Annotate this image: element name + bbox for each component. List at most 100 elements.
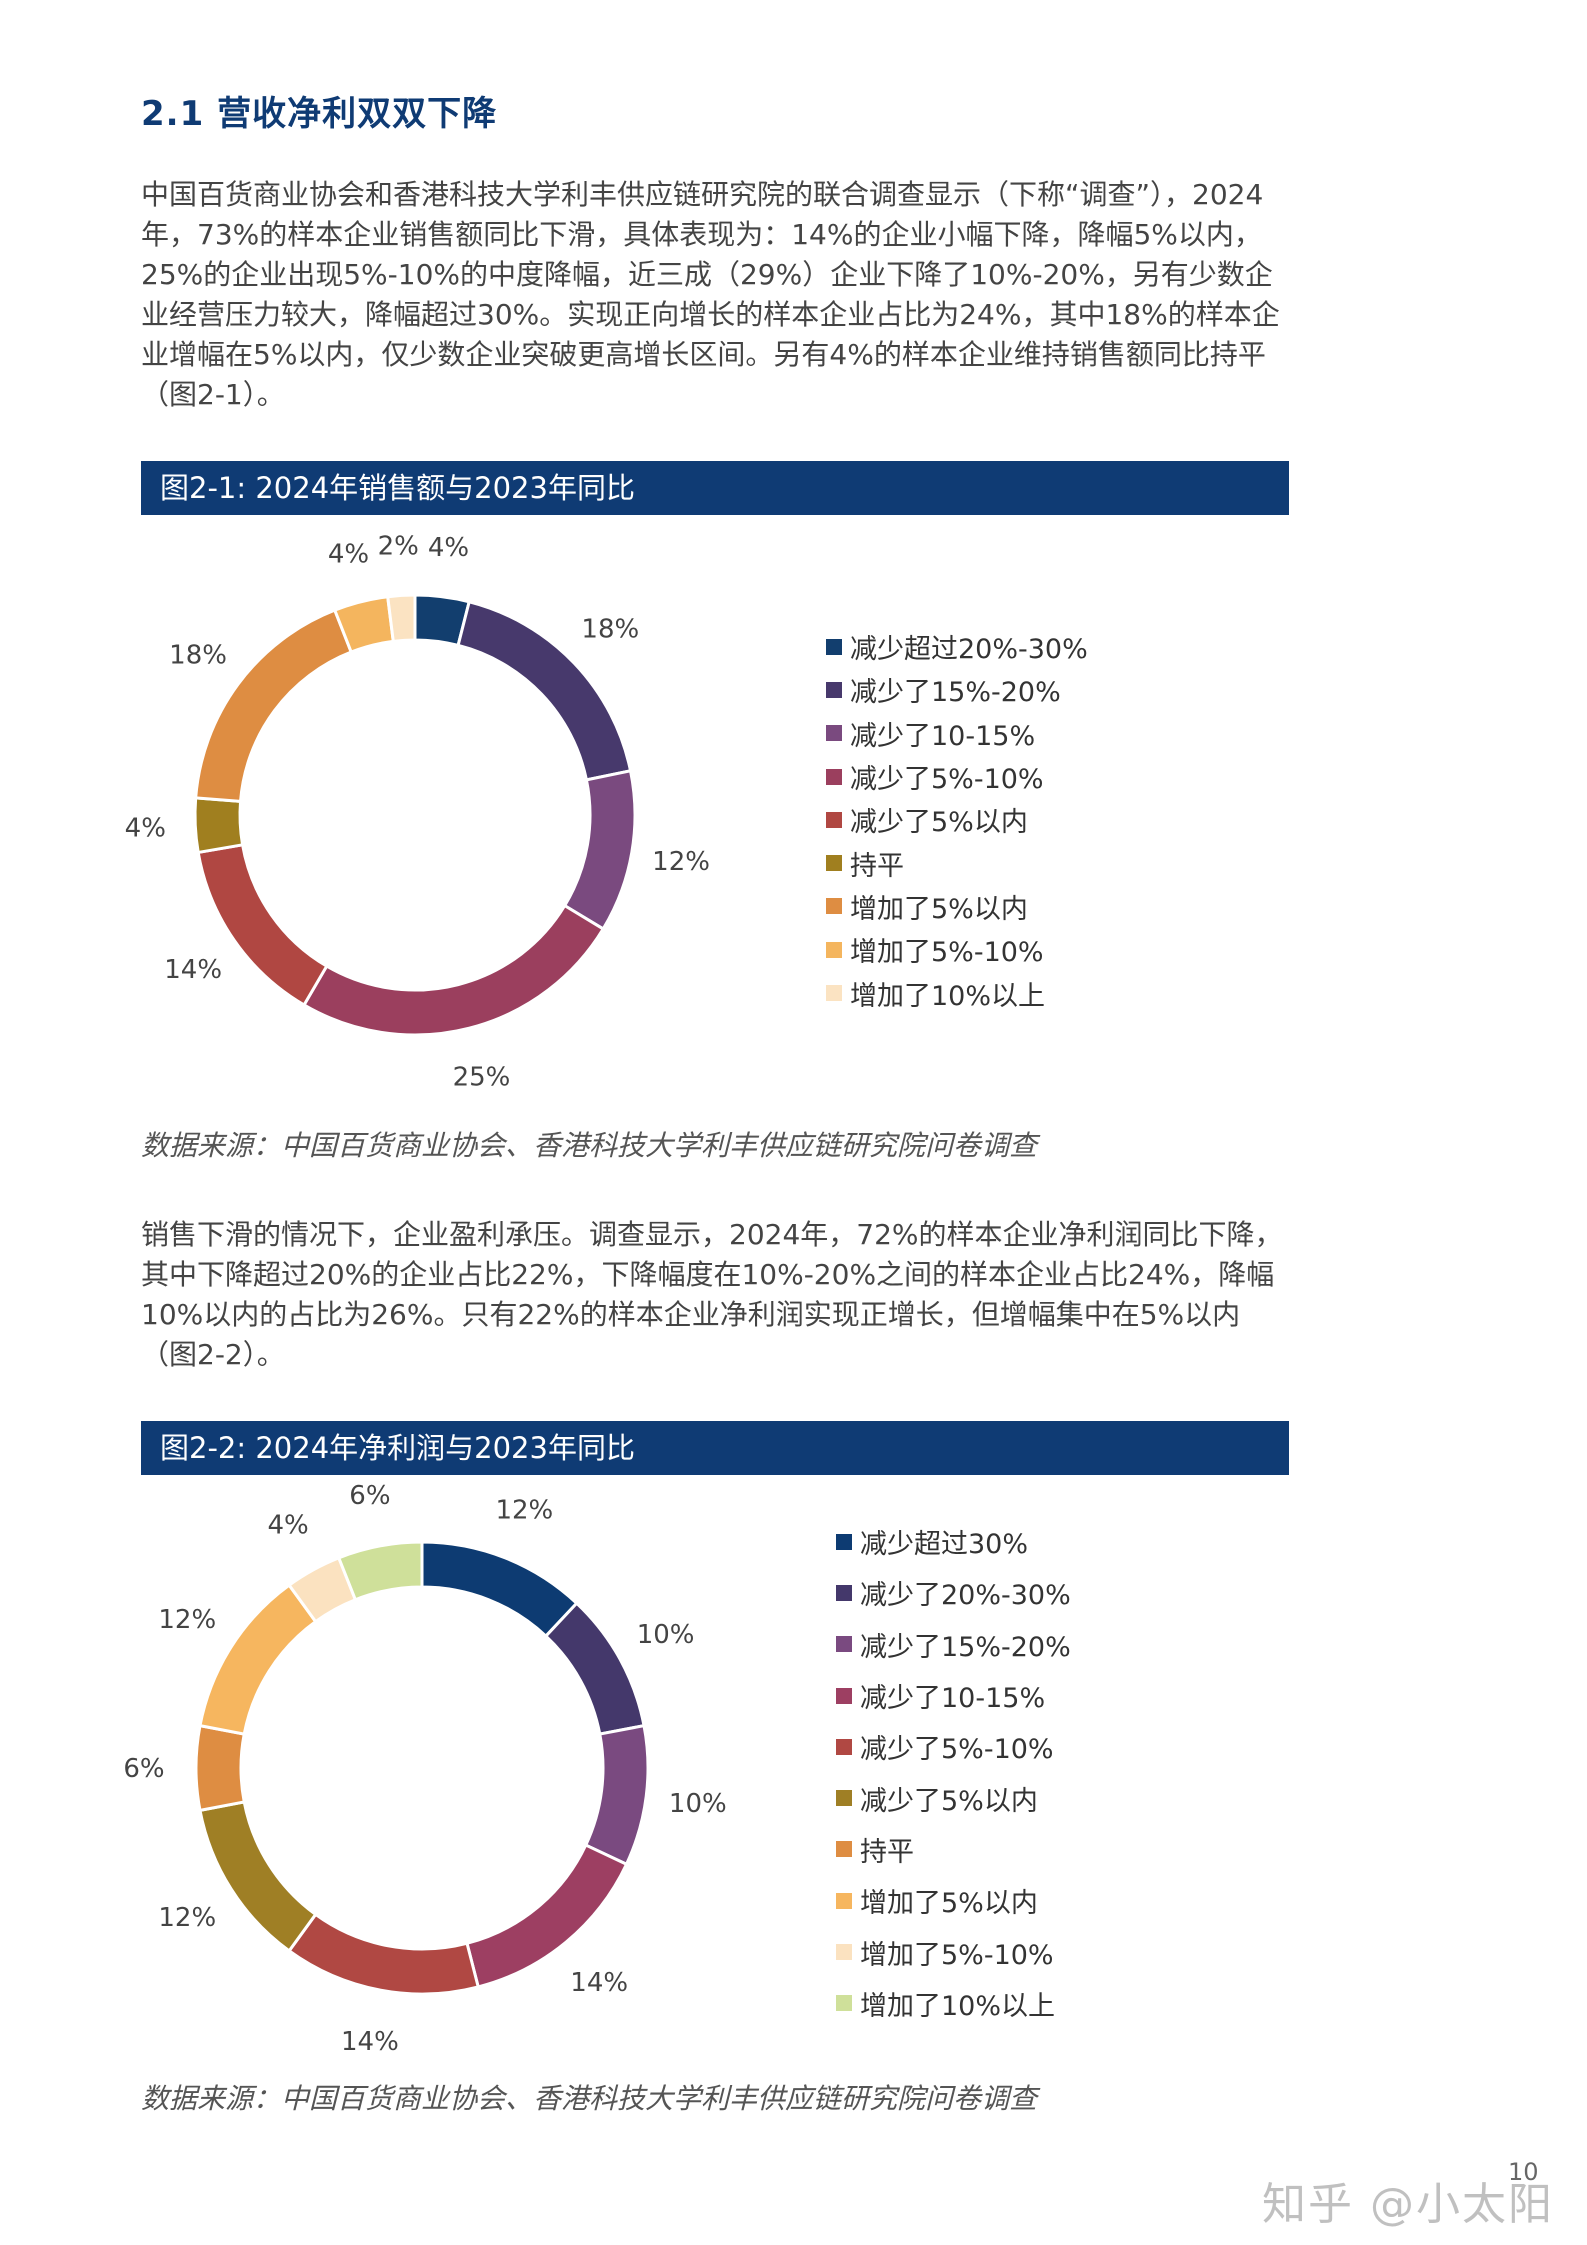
legend-swatch: [836, 1995, 852, 2012]
legend-label: 减少了20%-30%: [860, 1580, 1071, 1612]
figure2-value-label-0: 12%: [495, 1496, 553, 1526]
figure1-title-bar: 图2-1: 2024年销售额与2023年同比: [141, 461, 1289, 515]
legend-label: 减少了5%以内: [860, 1785, 1038, 1817]
figure1-slice-3: [301, 903, 606, 1037]
figure2-slice-5: [198, 1800, 318, 1953]
profit-paragraph: 销售下滑的情况下，企业盈利承压。调查显示，2024年，72%的样本企业净利润同比…: [141, 1218, 1283, 1371]
figure1-value-label-6: 18%: [169, 640, 227, 670]
figure2-slice-6: [194, 1723, 246, 1813]
legend-label: 增加了5%-10%: [850, 937, 1044, 969]
figure1-legend: 减少超过20%-30% 减少了15%-20% 减少了10-15% 减少了5%-10% 减…: [826, 625, 1088, 1015]
figure1-legend-item: 增加了5%以内: [826, 885, 1088, 928]
legend-swatch: [826, 941, 842, 958]
figure1-value-label-1: 18%: [581, 615, 639, 645]
figure1-slice-8: [386, 593, 417, 644]
figure2-legend: 减少超过30% 减少了20%-30% 减少了15%-20% 减少了10-15% 减少了5…: [836, 1516, 1071, 2029]
legend-label: 减少超过20%-30%: [850, 634, 1088, 666]
figure2-value-label-6: 6%: [123, 1754, 164, 1784]
legend-swatch: [836, 1738, 852, 1755]
legend-swatch: [836, 1841, 852, 1858]
figure1-legend-item: 减少了15%-20%: [826, 668, 1088, 711]
figure2-slice-0: [420, 1540, 579, 1639]
figure2-legend-item: 减少了5%-10%: [836, 1721, 1071, 1772]
figure1-slice-6: [194, 608, 354, 804]
figure1-legend-item: 减少了5%以内: [826, 798, 1088, 841]
figure2-legend-item: 减少了15%-20%: [836, 1619, 1071, 1670]
legend-label: 增加了10%以上: [850, 980, 1046, 1012]
figure2-slice-3: [465, 1843, 629, 1989]
figure2-title-bar: 图2-2: 2024年净利润与2023年同比: [141, 1421, 1289, 1475]
watermark: 知乎 @小太阳: [1262, 2179, 1554, 2230]
section-title: 2.1 营收净利双双下降: [141, 94, 498, 134]
legend-swatch: [836, 1687, 852, 1704]
legend-label: 增加了10%以上: [860, 1990, 1056, 2022]
figure1-value-label-3: 25%: [453, 1063, 511, 1093]
figure2-value-label-9: 6%: [349, 1481, 390, 1511]
legend-swatch: [826, 768, 842, 785]
figure1-value-label-8: 2%: [378, 532, 419, 562]
figure1-source: 数据来源：中国百货商业协会、香港科技大学利丰供应链研究院问卷调查: [141, 1129, 1038, 1162]
legend-swatch: [836, 1944, 852, 1961]
legend-swatch: [836, 1636, 852, 1653]
figure2-value-label-1: 10%: [637, 1620, 695, 1650]
figure2-slice-1: [543, 1601, 646, 1736]
figure1-legend-item: 减少了5%-10%: [826, 755, 1088, 798]
figure2-value-label-2: 10%: [669, 1789, 727, 1819]
legend-label: 减少超过30%: [860, 1529, 1029, 1561]
figure2-legend-item: 增加了5%-10%: [836, 1926, 1071, 1977]
legend-swatch: [826, 638, 842, 655]
legend-swatch: [826, 811, 842, 828]
legend-swatch: [836, 1892, 852, 1909]
legend-swatch: [826, 985, 842, 1002]
legend-swatch: [836, 1533, 852, 1550]
figure1-value-label-5: 4%: [125, 814, 166, 844]
figure1-legend-item: 减少了10-15%: [826, 712, 1088, 755]
legend-label: 增加了5%以内: [850, 893, 1028, 925]
legend-swatch: [836, 1790, 852, 1807]
figure1-value-label-2: 12%: [652, 847, 710, 877]
figure1-legend-item: 增加了10%以上: [826, 971, 1088, 1014]
figure2-slice-4: [287, 1912, 481, 1996]
figure2-legend-item: 减少了10-15%: [836, 1670, 1071, 1721]
figure2-slice-9: [336, 1540, 424, 1602]
figure2-legend-item: 持平: [836, 1824, 1071, 1875]
legend-label: 减少了5%以内: [850, 807, 1028, 839]
figure1-value-label-4: 14%: [164, 955, 222, 985]
figure1-legend-item: 持平: [826, 841, 1088, 884]
legend-label: 增加了5%-10%: [860, 1939, 1054, 1971]
figure2-legend-item: 减少了20%-30%: [836, 1567, 1071, 1618]
legend-swatch: [836, 1584, 852, 1601]
intro-paragraph: 中国百货商业协会和香港科技大学利丰供应链研究院的联合调查显示（下称“调查”），2…: [141, 178, 1280, 411]
legend-label: 持平: [850, 850, 904, 882]
figure1-value-label-0: 4%: [428, 533, 469, 563]
figure1-value-label-7: 4%: [328, 539, 369, 569]
legend-swatch: [826, 681, 842, 698]
legend-label: 持平: [860, 1836, 914, 1868]
figure1-slice-2: [562, 769, 637, 931]
figure2-legend-item: 减少超过30%: [836, 1516, 1071, 1567]
figure2-value-label-3: 14%: [570, 1968, 628, 1998]
legend-label: 减少了15%-20%: [860, 1631, 1071, 1663]
legend-label: 减少了10-15%: [850, 720, 1036, 752]
figure2-slice-7: [198, 1583, 318, 1736]
figure1-legend-item: 增加了5%-10%: [826, 928, 1088, 971]
legend-label: 减少了5%-10%: [850, 764, 1044, 796]
legend-swatch: [826, 855, 842, 872]
figure1-legend-item: 减少超过20%-30%: [826, 625, 1088, 668]
figure2-value-label-5: 12%: [158, 1903, 216, 1933]
figure2-value-label-8: 4%: [267, 1510, 308, 1540]
figure2-slice-2: [583, 1723, 650, 1867]
page-number: 10: [1508, 2158, 1539, 2186]
figure2-legend-item: 增加了10%以上: [836, 1978, 1071, 2029]
figure2-legend-item: 增加了5%以内: [836, 1875, 1071, 1926]
legend-label: 减少了15%-20%: [850, 677, 1061, 709]
figure1-slice-5: [193, 796, 245, 855]
legend-label: 减少了10-15%: [860, 1683, 1046, 1715]
legend-label: 增加了5%以内: [860, 1888, 1038, 1920]
legend-label: 减少了5%-10%: [860, 1734, 1054, 1766]
figure2-value-label-7: 12%: [158, 1605, 216, 1635]
figure2-source: 数据来源：中国百货商业协会、香港科技大学利丰供应链研究院问卷调查: [141, 2082, 1038, 2115]
legend-swatch: [826, 898, 842, 915]
figure2-value-label-4: 14%: [341, 2027, 399, 2057]
